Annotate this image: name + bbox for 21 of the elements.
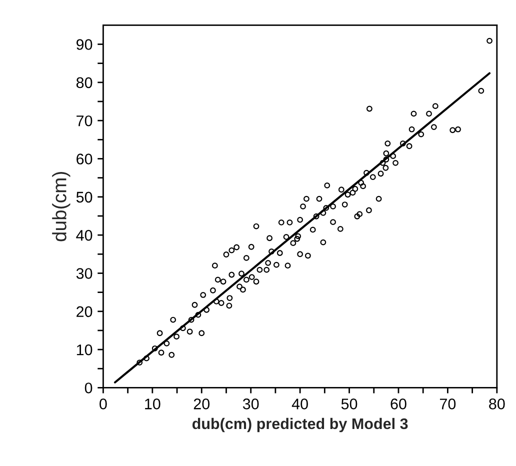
y-tick-label: 70 (76, 115, 92, 126)
x-tick-label: 30 (242, 398, 259, 410)
x-tick-label: 40 (292, 398, 308, 410)
x-tick-label: 20 (194, 398, 210, 410)
y-tick-label: 30 (76, 268, 92, 279)
y-tick-label: 20 (76, 306, 92, 318)
x-tick-label: 0 (100, 398, 107, 410)
y-tick-label: 0 (84, 382, 92, 394)
x-tick-label: 70 (440, 398, 456, 410)
x-tick-label: 50 (341, 398, 358, 410)
y-tick-label: 40 (76, 230, 92, 241)
y-tick-label: 80 (76, 77, 92, 88)
x-tick-label: 60 (390, 398, 406, 410)
x-tick-label: 10 (145, 398, 160, 410)
y-tick-label: 50 (76, 192, 92, 203)
y-tick-label: 10 (76, 344, 92, 356)
y-tick-label: 90 (76, 39, 92, 50)
x-axis-title: dub(cm) predicted by Model 3 (192, 418, 408, 432)
x-tick-label: 80 (489, 398, 505, 410)
y-tick-label: 60 (76, 154, 92, 164)
y-axis-title: dub(cm) (52, 172, 70, 242)
